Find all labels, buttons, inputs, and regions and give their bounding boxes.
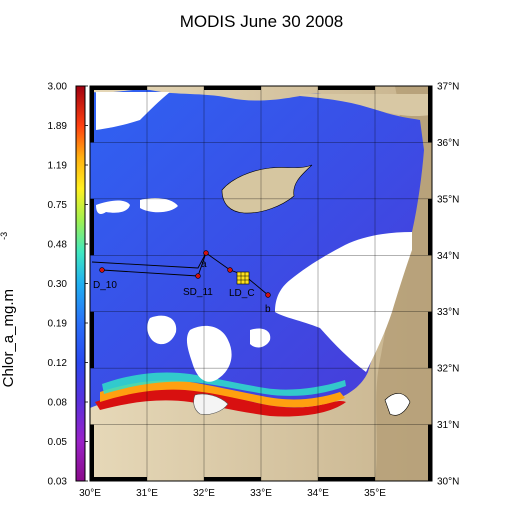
cyprus-island bbox=[221, 164, 313, 214]
longitude-label: 34°E bbox=[307, 488, 329, 499]
station-point-b bbox=[265, 292, 271, 298]
frame-scale-segment bbox=[428, 311, 432, 369]
longitude-label: 35°E bbox=[364, 488, 386, 499]
frame-scale-segment bbox=[90, 477, 147, 481]
station-point-a bbox=[203, 250, 209, 256]
cloud-patch-sw bbox=[147, 315, 177, 345]
frame-scale-segment bbox=[90, 198, 94, 256]
station-label-d10: D_10 bbox=[93, 280, 117, 291]
station-label-ldc: LD_C bbox=[229, 288, 255, 299]
colorbar-tick-label: 0.75 bbox=[48, 200, 68, 211]
station-label-a: a bbox=[201, 259, 207, 270]
station-track-3 bbox=[197, 252, 207, 277]
station-label-b: b bbox=[265, 304, 271, 315]
station-track-2 bbox=[101, 269, 199, 277]
latitude-label: 30°N bbox=[437, 477, 459, 488]
cloud-patch-s bbox=[186, 325, 232, 382]
station-point-mid bbox=[227, 267, 233, 273]
latitude-label: 34°N bbox=[437, 251, 459, 262]
graticule bbox=[90, 86, 432, 481]
longitude-labels: 30°E 31°E 32°E 33°E 34°E 35°E bbox=[79, 488, 386, 499]
station-point-sd11 bbox=[195, 273, 201, 279]
frame-scale-segment bbox=[318, 477, 375, 481]
latitude-label: 33°N bbox=[437, 307, 459, 318]
longitude-label: 33°E bbox=[250, 488, 272, 499]
cloud-patch-e bbox=[275, 232, 412, 372]
frame-scale-segment bbox=[204, 477, 261, 481]
colorbar-tick-label: 0.19 bbox=[48, 319, 68, 330]
latitude-label: 31°N bbox=[437, 420, 459, 431]
colorbar-tick-label: 0.30 bbox=[48, 279, 68, 290]
map-title: MODIS June 30 2008 bbox=[179, 12, 344, 31]
map-frame-scale bbox=[90, 86, 432, 481]
north-coast-land bbox=[300, 94, 430, 117]
coastal-bloom-edge bbox=[100, 380, 345, 408]
station-grid-ldc bbox=[236, 271, 250, 285]
cloud-patch-w bbox=[96, 200, 130, 214]
coastal-bloom-fringe bbox=[102, 372, 346, 396]
latitude-label: 36°N bbox=[437, 138, 459, 149]
colorbar bbox=[75, 85, 86, 482]
colorbar-tick-label: 3.00 bbox=[48, 82, 68, 93]
station-label-sd11: SD_11 bbox=[183, 287, 213, 298]
colorbar-tick-label: 1.89 bbox=[48, 121, 68, 132]
longitude-label: 32°E bbox=[193, 488, 215, 499]
colorbar-tick-label: 0.05 bbox=[48, 437, 68, 448]
map-panel: D_10 SD_11 LD_C a b bbox=[90, 86, 432, 481]
latitude-label: 35°N bbox=[437, 194, 459, 205]
colorbar-tick-label: 0.08 bbox=[48, 398, 68, 409]
cloud-patch-s2 bbox=[250, 328, 271, 348]
colorbar-tick-label: 1.19 bbox=[48, 161, 68, 172]
cloud-patch-nw bbox=[96, 92, 170, 130]
station-point-d10 bbox=[99, 267, 105, 273]
cloud-patch-w2 bbox=[140, 198, 178, 213]
latitude-label: 37°N bbox=[437, 82, 459, 93]
coastal-lake bbox=[384, 393, 411, 416]
frame-scale-segment bbox=[428, 424, 432, 481]
longitude-label: 30°E bbox=[79, 488, 101, 499]
frame-scale-segment bbox=[428, 86, 432, 143]
frame-scale-segment bbox=[318, 86, 375, 90]
colorbar-tick-label: 0.03 bbox=[48, 477, 68, 488]
longitude-label: 31°E bbox=[136, 488, 158, 499]
colorbar-ticks: 3.00 1.89 1.19 0.75 0.48 0.30 0.19 0.12 0.08 0.05… bbox=[48, 82, 88, 488]
frame-scale-segment bbox=[90, 311, 94, 369]
nile-delta-lakes bbox=[193, 393, 229, 415]
frame-scale-segment bbox=[90, 86, 147, 90]
frame-scale-segment bbox=[428, 198, 432, 256]
frame-scale-segment bbox=[204, 86, 261, 90]
frame-scale-segment bbox=[90, 86, 94, 143]
latitude-label: 32°N bbox=[437, 364, 459, 375]
latitude-labels: 37°N 36°N 35°N 34°N 33°N 32°N 31°N 30°N bbox=[437, 82, 459, 488]
colorbar-tick-label: 0.48 bbox=[48, 240, 68, 251]
frame-scale-segment bbox=[90, 424, 94, 481]
colorbar-tick-label: 0.12 bbox=[48, 358, 68, 369]
